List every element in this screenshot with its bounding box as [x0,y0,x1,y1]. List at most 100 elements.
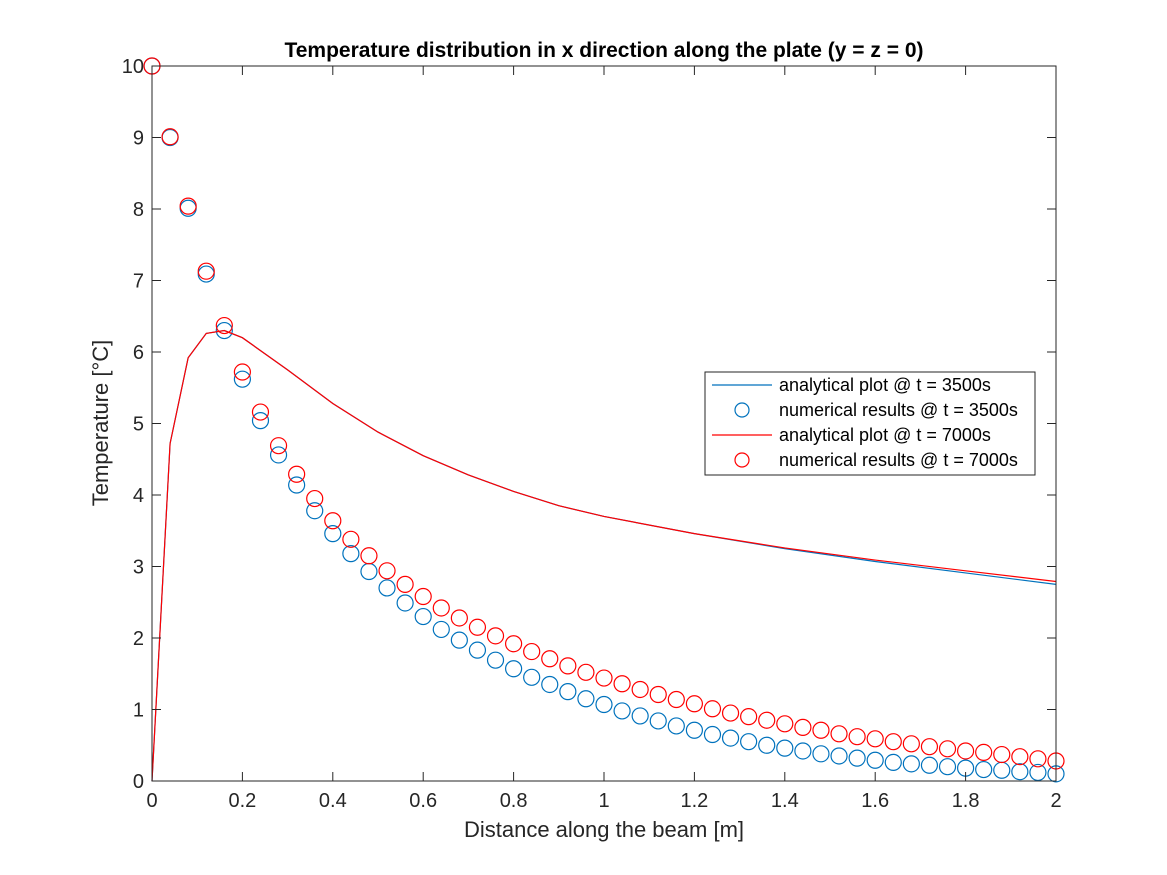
data-point [414,587,432,606]
data-point [432,620,450,639]
data-point [685,695,704,713]
data-point [450,631,468,649]
y-tick-label: 1 [133,700,144,722]
data-point [975,743,993,762]
data-point [324,525,342,543]
data-point [812,745,830,763]
y-tick-label: 0 [133,771,144,793]
data-point [342,545,360,563]
data-point [1011,763,1029,781]
y-tick-label: 6 [133,342,144,364]
data-point [975,760,993,779]
data-point [884,753,902,772]
data-point [269,437,288,455]
data-point [559,657,577,675]
data-point [830,725,848,743]
data-point [595,669,613,687]
x-axis-label: Distance along the beam [m] [464,817,744,842]
series-2 [151,329,1057,782]
data-point [866,730,884,748]
data-point [161,128,179,146]
data-point [306,489,324,508]
data-point [848,728,866,746]
data-point [396,575,414,593]
data-point [523,642,541,661]
data-point [794,742,812,760]
data-point [396,594,414,612]
data-point [523,668,541,686]
data-point [179,197,197,215]
data-point [233,363,251,381]
data-point [649,712,667,730]
data-point [703,725,722,744]
data-point [884,733,902,751]
legend-entry-label: analytical plot @ t = 7000s [779,425,991,445]
data-point [468,641,487,659]
data-point [251,412,270,430]
data-point [613,702,631,720]
data-point [776,739,794,757]
data-point [902,735,920,753]
y-axis-label: Temperature [°C] [88,340,113,507]
x-tick-label: 1.8 [952,790,980,812]
x-tick-label: 0.2 [228,790,256,812]
series-line [151,329,1057,782]
data-point [685,721,704,739]
series-layer [143,57,1065,783]
legend: analytical plot @ t = 3500s numerical res… [704,371,1036,476]
y-tick-label: 10 [122,56,144,78]
data-point [215,321,233,340]
y-tick-label: 8 [133,199,144,221]
data-point [288,476,306,494]
data-point [486,651,505,669]
y-tick-label: 9 [133,128,144,150]
y-tick-label: 5 [133,414,144,436]
data-point [667,690,685,709]
data-point [577,690,595,708]
legend-marker-symbol [734,452,750,468]
y-tick-label: 3 [133,557,144,579]
y-tick-label: 2 [133,628,144,650]
data-point [288,465,306,483]
data-point [486,627,505,645]
data-point [776,715,794,733]
data-point [613,675,631,693]
data-point [559,683,577,701]
data-point [920,738,939,756]
data-point [468,618,487,636]
y-tick-label: 4 [133,485,144,507]
data-point [378,579,396,597]
data-point [721,729,740,747]
data-point [269,446,288,464]
data-point [595,695,613,714]
legend-entry-label: numerical results @ t = 3500s [779,400,1018,420]
data-point [197,262,215,280]
data-point [577,663,595,681]
legend-marker-symbol [734,402,750,418]
data-point [1029,750,1047,768]
x-tick-label: 1.4 [771,790,799,812]
data-point [1029,763,1047,782]
ticks-layer: 0 0.2 0.4 0.6 0.8 1 1.2 1.4 1.6 1.8 2 0 1 2 3 4 5 6 7 8 9 10 [122,56,1062,812]
x-tick-label: 0 [146,790,157,812]
data-point [993,745,1011,764]
data-point [830,747,848,765]
data-point [649,685,667,704]
data-point [251,403,270,421]
y-tick-label: 7 [133,271,144,293]
chart-title: Temperature distribution in x direction … [284,39,923,62]
data-point [215,316,233,335]
data-point [432,599,450,617]
data-point [414,607,432,626]
x-tick-label: 1.2 [680,790,708,812]
data-point [740,708,758,726]
data-point [306,502,324,520]
data-point [1011,748,1029,766]
data-point [378,562,396,580]
data-point [866,751,884,769]
data-point [541,675,559,694]
data-point [812,721,830,739]
data-point [938,758,957,776]
data-point [667,717,685,735]
